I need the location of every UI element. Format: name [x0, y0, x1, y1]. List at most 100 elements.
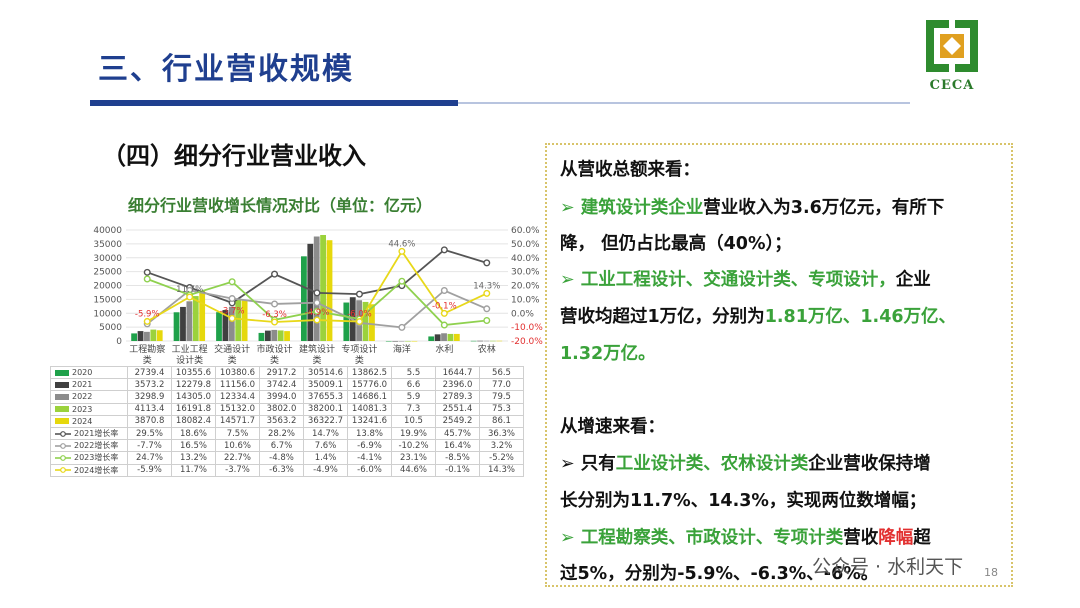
rate-point — [313, 316, 321, 324]
table-cell: 16.5% — [171, 439, 216, 453]
section-title: （四）细分行业营业收入 — [102, 142, 366, 170]
table-cell: 18.6% — [171, 426, 216, 441]
info-p2-green: 工业工程设计、交通设计类、专项设计， — [580, 270, 896, 290]
row-label-2022增长率: 2022增长率 — [50, 439, 128, 453]
bar-2024 — [241, 300, 248, 341]
legend-swatch — [55, 393, 69, 400]
table-row: 2023 4113.4 16191.8 15132.0 3802.0 38200.1 140… — [50, 402, 524, 416]
info-p1-line2: 降， 但仍占比最高（40%）； — [560, 234, 792, 254]
bar-2023 — [489, 340, 496, 342]
y-tick-label: 30000 — [93, 254, 122, 264]
table-cell: 56.5 — [479, 365, 524, 380]
y-tick-label: 40000 — [93, 226, 122, 236]
table-cell: 10380.6 — [215, 365, 260, 380]
bar-2020 — [385, 340, 392, 342]
rate-data-label: -5.9% — [135, 309, 160, 319]
table-cell: 2789.3 — [435, 390, 480, 404]
y2-tick-label: 40.0% — [511, 254, 540, 264]
table-cell: 18082.4 — [171, 414, 216, 428]
bar-2023 — [277, 330, 284, 341]
bar-2023 — [235, 299, 242, 341]
table-cell: 3802.0 — [259, 402, 304, 416]
axes: 40000 35000 30000 25000 20000 15000 10000 5000 0… — [93, 226, 543, 366]
bar-2024 — [496, 340, 503, 342]
info-p2-line1: ➢ 工业工程设计、交通设计类、专项设计，企业 — [560, 266, 931, 291]
table-cell: 3.2% — [479, 439, 524, 453]
rate-point — [143, 275, 151, 283]
table-cell: -6.0% — [347, 463, 392, 477]
table-cell: 45.7% — [435, 426, 480, 441]
rate-point — [271, 318, 279, 326]
info-p1-line1: ➢ 建筑设计类企业营业收入为3.6万亿元，有所下 — [560, 194, 944, 219]
rate-point — [398, 247, 406, 255]
rate-point — [483, 289, 491, 297]
table-cell: 2396.0 — [435, 378, 480, 392]
table-row: 2022 3298.9 14305.0 12334.4 3994.0 37655.3 146… — [50, 390, 524, 404]
table-cell: 13241.6 — [347, 414, 392, 428]
bar-2024 — [453, 333, 460, 341]
info-p2-line2-pre: 营收均超过1万亿，分别为 — [560, 307, 765, 327]
bar-2023 — [362, 301, 369, 341]
legend-line — [55, 467, 71, 473]
y2-tick-label: 30.0% — [511, 268, 540, 278]
table-cell: 2551.4 — [435, 402, 480, 416]
table-cell: 14081.3 — [347, 402, 392, 416]
bar-2020 — [131, 333, 138, 341]
table-cell: 16191.8 — [171, 402, 216, 416]
x-tick-label: 工程勘察 — [129, 343, 165, 355]
bar-2020 — [173, 312, 180, 341]
table-row: 2021增长率 29.5% 18.6% 7.5% 28.2% 14.7% 13.8% 19.9… — [50, 426, 524, 441]
bar-2021 — [222, 310, 229, 341]
table-cell: 7.3 — [391, 402, 436, 416]
table-cell: 4113.4 — [127, 402, 172, 416]
page-number: 18 — [984, 566, 998, 579]
rate-point — [398, 323, 406, 331]
slide-title: 三、行业营收规模 — [98, 52, 354, 87]
bar-2023 — [150, 329, 157, 341]
y-tick-label: 25000 — [93, 268, 122, 278]
rate-point — [440, 246, 448, 254]
rate-data-label: -6.3% — [262, 310, 287, 320]
rate-point — [313, 299, 321, 307]
y-tick-label: 15000 — [93, 295, 122, 305]
table-cell: 3742.4 — [259, 378, 304, 392]
rate-point — [228, 295, 236, 303]
table-cell: 10.6% — [215, 439, 260, 453]
bar-2021 — [137, 331, 144, 341]
table-cell: -0.1% — [435, 463, 480, 477]
rate-point — [440, 321, 448, 329]
info-p2-line3-green: 1.32万亿。 — [560, 344, 656, 364]
title-rule — [458, 102, 910, 104]
y2-tick-label: 20.0% — [511, 282, 540, 292]
info-p3-pre: 只有 — [580, 454, 616, 474]
rate-point — [228, 314, 236, 322]
row-label-2021增长率: 2021增长率 — [50, 426, 128, 441]
table-cell: 15776.0 — [347, 378, 392, 392]
bar-2022 — [228, 306, 235, 341]
chart-title: 细分行业营收增长情况对比（单位：亿元） — [128, 196, 433, 215]
bar-2022 — [186, 301, 193, 341]
y-tick-label: 0 — [116, 337, 122, 347]
x-tick-label-cont: 类 — [355, 354, 364, 366]
table-cell: 30514.6 — [303, 365, 348, 380]
legend-swatch — [55, 381, 69, 388]
table-cell: 22.7% — [215, 451, 260, 465]
legend-swatch — [55, 369, 69, 376]
table-cell: 13862.5 — [347, 365, 392, 380]
bar-2021 — [180, 306, 186, 341]
table-cell: 3298.9 — [127, 390, 172, 404]
table-cell: 10355.6 — [171, 365, 216, 380]
table-cell: 11156.0 — [215, 378, 260, 392]
x-tick-label-cont: 设计类 — [176, 354, 203, 366]
row-label-2020: 2020 — [50, 365, 128, 380]
rate-data-label: -4.9% — [305, 308, 330, 318]
bar-2021 — [392, 340, 399, 342]
table-cell: -4.9% — [303, 463, 348, 477]
bar-2024 — [326, 240, 333, 341]
info-heading-total: 从营收总额来看： — [560, 160, 700, 180]
rate-point — [483, 305, 491, 313]
rate-point — [313, 307, 321, 315]
x-tick-label-cont: 类 — [270, 354, 279, 366]
table-cell: 1.4% — [303, 451, 348, 465]
bar-2020 — [470, 340, 477, 342]
